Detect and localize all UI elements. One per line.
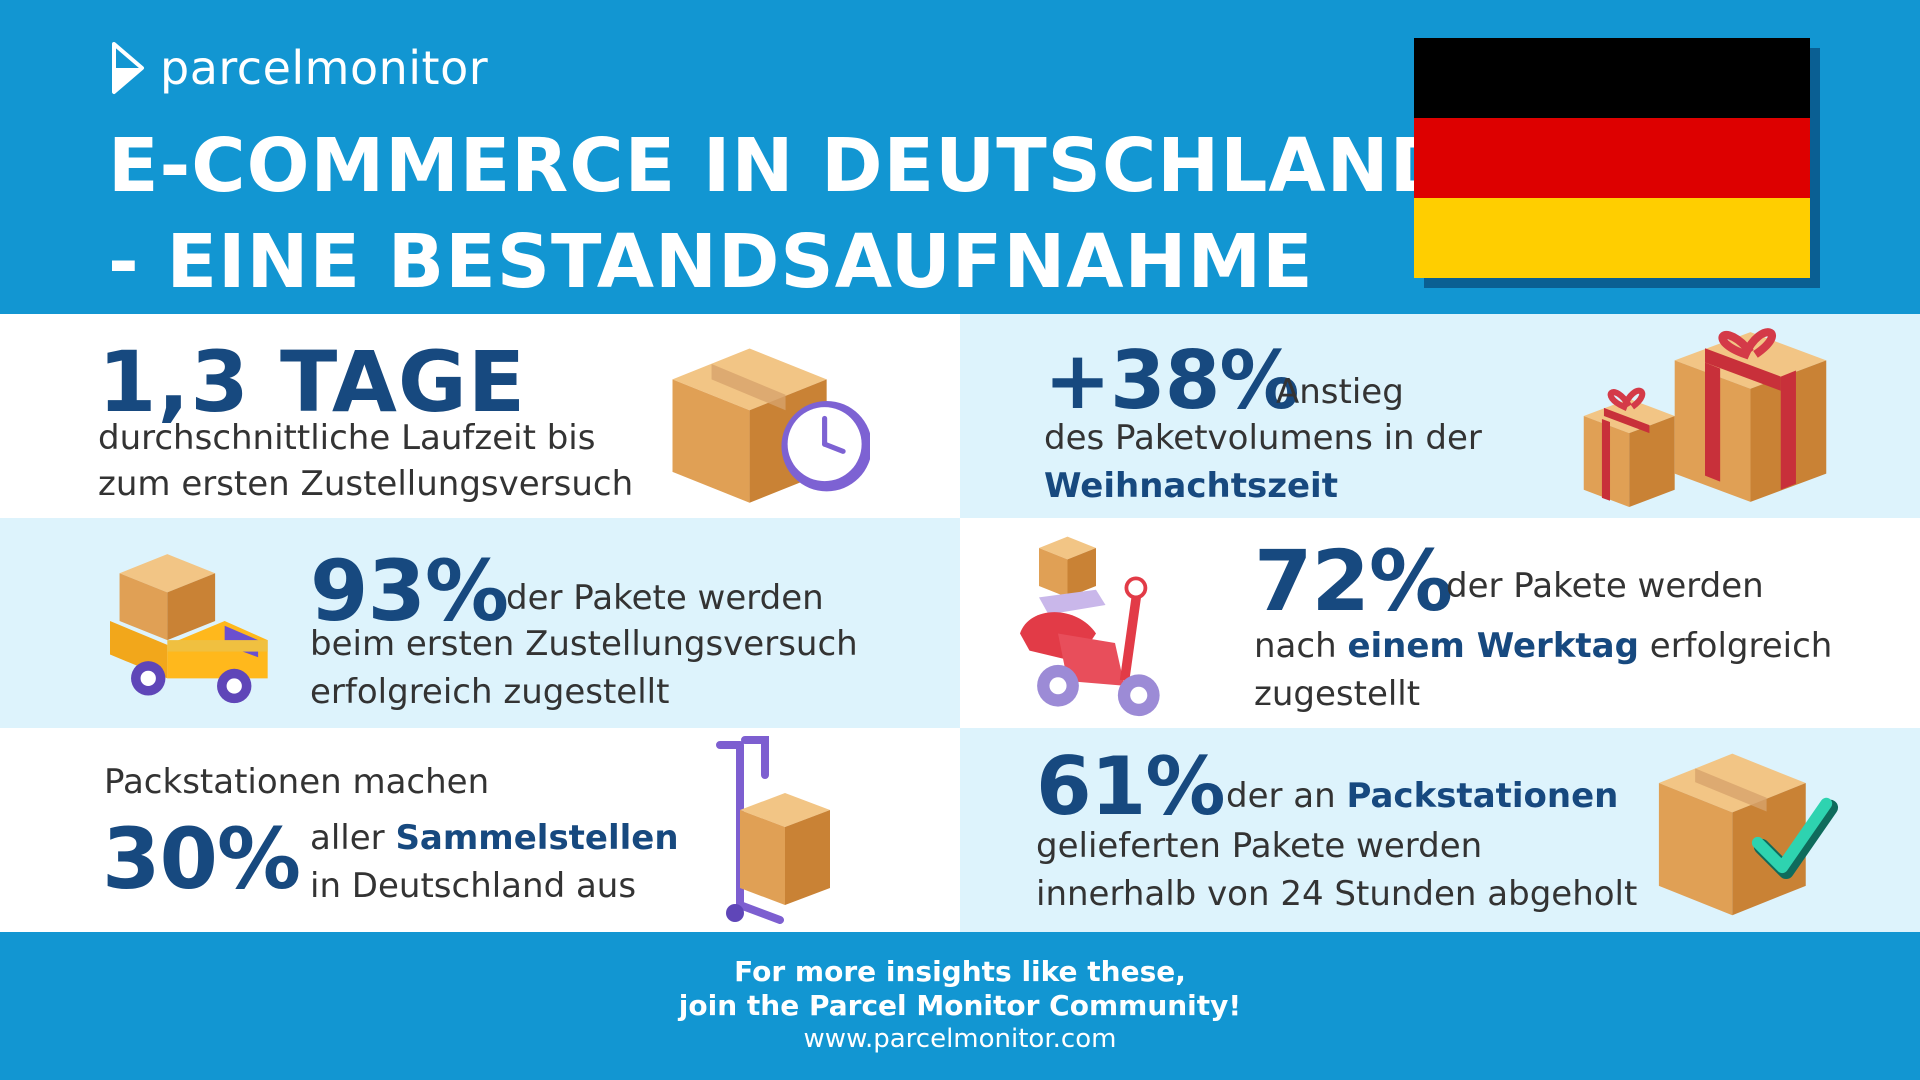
stat-label-line-3: erfolgreich zugestellt	[310, 672, 670, 712]
logo-text: parcelmonitor	[160, 41, 489, 95]
title-line-2: - EINE BESTANDSAUFNAHME	[108, 219, 1314, 305]
stat-label-line-2: nach einem Werktag erfolgreich	[1254, 622, 1832, 670]
stat-value: +38%	[1044, 334, 1300, 427]
stat-value: 93%	[310, 542, 509, 640]
logo[interactable]: parcelmonitor	[110, 38, 488, 98]
germany-flag-icon	[1414, 38, 1810, 278]
footer-url-link[interactable]: www.parcelmonitor.com	[803, 1024, 1117, 1054]
stat-label-line-2: in Deutschland aus	[310, 866, 637, 906]
gift-boxes-icon	[1583, 328, 1827, 507]
stat-transit-time: 1,3 TAGE durchschnittliche Laufzeit bis …	[0, 314, 960, 518]
box-check-icon	[1658, 753, 1839, 916]
stat-label-pre: der an	[1226, 776, 1336, 816]
page-title: E-COMMERCE IN DEUTSCHLAND - EINE BESTAND…	[108, 118, 1452, 310]
stat-value: 72%	[1254, 532, 1453, 630]
stat-label-line-3: zugestellt	[1254, 674, 1421, 714]
logo-mark-icon	[112, 42, 144, 94]
footer-line-2[interactable]: join the Parcel Monitor Community!	[678, 989, 1242, 1022]
footer-line-1: For more insights like these,	[734, 955, 1186, 988]
stat-packstation-pickup: 61% der an Packstationen gelieferten Pak…	[960, 728, 1920, 932]
stat-label-line-1: der an Packstationen	[1226, 772, 1618, 820]
stat-highlight: Sammelstellen	[395, 818, 679, 858]
stat-intro: Packstationen machen	[104, 762, 490, 802]
stat-label-line-3: innerhalb von 24 Stunden abgeholt	[1036, 874, 1638, 914]
box-clock-icon	[672, 348, 870, 503]
header: parcelmonitor E-COMMERCE IN DEUTSCHLAND …	[0, 0, 1920, 314]
stat-label-line-2: zum ersten Zustellungsversuch	[98, 464, 634, 504]
stat-label-line-2: gelieferten Pakete werden	[1036, 826, 1483, 866]
stat-value: 1,3 TAGE	[98, 333, 527, 431]
scooter-icon	[1020, 536, 1160, 717]
stat-christmas-volume: +38% Anstieg des Paketvolumens in der We…	[960, 314, 1920, 518]
hand-trolley-icon	[716, 736, 830, 924]
flag-stripe-red	[1414, 118, 1810, 198]
stat-highlight: einem Werktag	[1347, 626, 1639, 666]
stat-label-post: erfolgreich	[1649, 626, 1833, 666]
stat-one-workday: 72% der Pakete werden nach einem Werktag…	[960, 518, 1920, 728]
stat-first-attempt: 93% der Pakete werden beim ersten Zustel…	[0, 518, 960, 728]
stat-label-line-2: beim ersten Zustellungsversuch	[310, 624, 858, 664]
stat-label-line-1: aller Sammelstellen	[310, 814, 679, 862]
stat-value: 30%	[102, 810, 301, 908]
flag-stripe-gold	[1414, 198, 1810, 278]
flag-stripe-black	[1414, 38, 1810, 118]
delivery-truck-icon	[110, 554, 268, 704]
stat-label-line-1: der Pakete werden	[506, 578, 824, 618]
stat-highlight: Weihnachtszeit	[1044, 466, 1338, 506]
stat-highlight: Packstationen	[1346, 776, 1619, 816]
stat-packstation-share: Packstationen machen 30% aller Sammelste…	[0, 728, 960, 932]
footer: For more insights like these, join the P…	[0, 932, 1920, 1080]
stat-value: 61%	[1036, 740, 1225, 833]
stat-label-line-2: des Paketvolumens in der	[1044, 418, 1482, 458]
title-line-1: E-COMMERCE IN DEUTSCHLAND	[108, 123, 1452, 209]
stat-label-anstieg: Anstieg	[1276, 372, 1404, 412]
stat-label-line-1: der Pakete werden	[1446, 566, 1764, 606]
stat-label-line-1: durchschnittliche Laufzeit bis	[98, 418, 596, 458]
stat-label-pre: aller	[310, 818, 385, 858]
stat-label-pre: nach	[1254, 626, 1337, 666]
